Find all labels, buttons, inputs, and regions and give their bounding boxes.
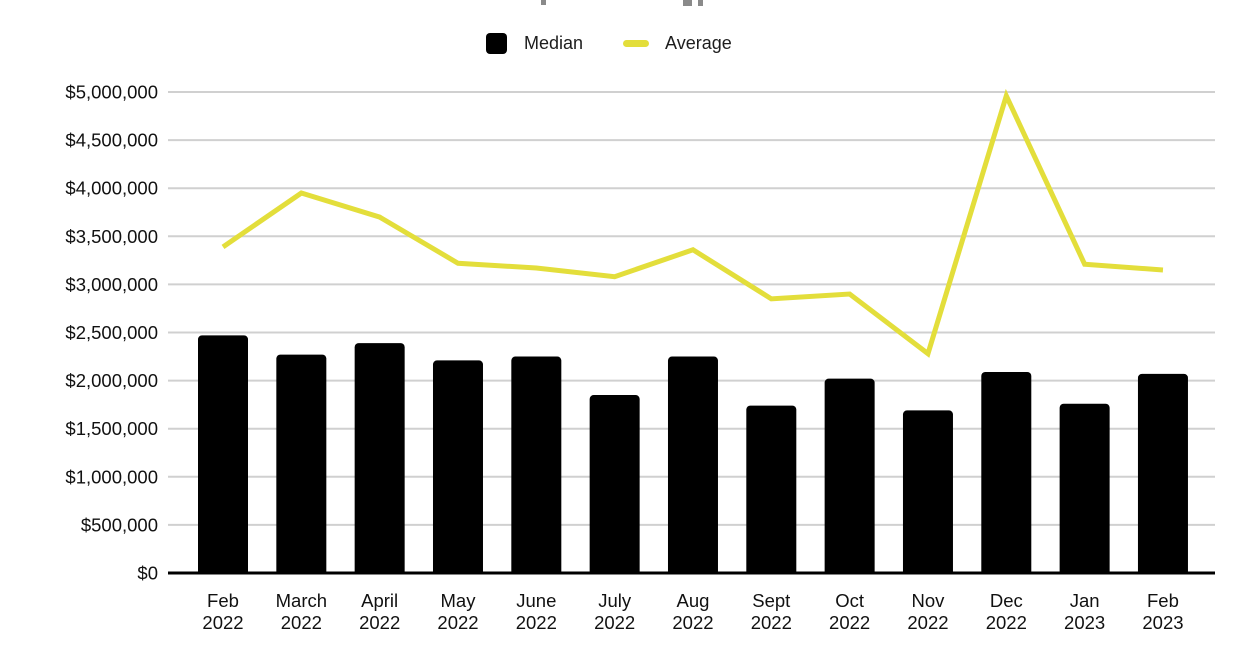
median-bar [1137, 373, 1188, 574]
average-swatch-icon [623, 39, 650, 47]
clipped-title-fragment [541, 0, 546, 5]
x-tick-label: Nov 2022 [907, 590, 948, 633]
legend-label-median: Median [524, 33, 584, 53]
median-bar [1059, 403, 1110, 574]
legend-item-median: Median [486, 31, 583, 55]
median-bar [902, 410, 953, 574]
x-tick-label: Oct 2022 [829, 590, 870, 633]
median-bar [589, 395, 640, 574]
y-tick-label: $3,500,000 [65, 226, 158, 247]
clipped-title-fragment [698, 0, 703, 6]
y-tick-label: $0 [137, 563, 158, 584]
y-tick-label: $500,000 [81, 514, 158, 535]
y-tick-label: $4,500,000 [65, 130, 158, 151]
legend-label-average: Average [665, 33, 732, 53]
median-bars [198, 335, 1188, 574]
median-bar [667, 356, 718, 574]
median-bar [746, 405, 797, 574]
median-bar [276, 354, 327, 574]
y-tick-label: $2,000,000 [65, 370, 158, 391]
median-bar [354, 343, 405, 574]
median-bar [824, 378, 875, 574]
x-tick-label: July 2022 [594, 590, 635, 633]
median-bar [511, 356, 562, 574]
x-tick-label: Feb 2022 [202, 590, 243, 633]
y-tick-label: $4,000,000 [65, 178, 158, 199]
median-bar [432, 360, 483, 574]
y-tick-label: $5,000,000 [65, 82, 158, 103]
y-tick-label: $2,500,000 [65, 322, 158, 343]
x-tick-label: May 2022 [437, 590, 478, 633]
legend: Median Average [486, 31, 732, 55]
y-tick-label: $1,000,000 [65, 466, 158, 487]
median-swatch-icon [486, 32, 507, 54]
x-tick-label: Dec 2022 [986, 590, 1027, 633]
x-tick-label: Jan 2023 [1064, 590, 1105, 633]
x-tick-label: Aug 2022 [672, 590, 713, 633]
y-tick-label: $1,500,000 [65, 418, 158, 439]
clipped-title-fragment [683, 0, 692, 6]
x-tick-label: June 2022 [516, 590, 557, 633]
x-tick-label: Sept 2022 [751, 590, 792, 633]
x-tick-label: March 2022 [276, 590, 327, 633]
x-tick-label: April 2022 [359, 590, 400, 633]
legend-item-average: Average [623, 31, 732, 55]
median-bar [981, 371, 1032, 574]
y-tick-label: $3,000,000 [65, 274, 158, 295]
x-tick-label: Feb 2023 [1142, 590, 1183, 633]
average-line [221, 88, 1164, 358]
median-bar [198, 335, 248, 574]
